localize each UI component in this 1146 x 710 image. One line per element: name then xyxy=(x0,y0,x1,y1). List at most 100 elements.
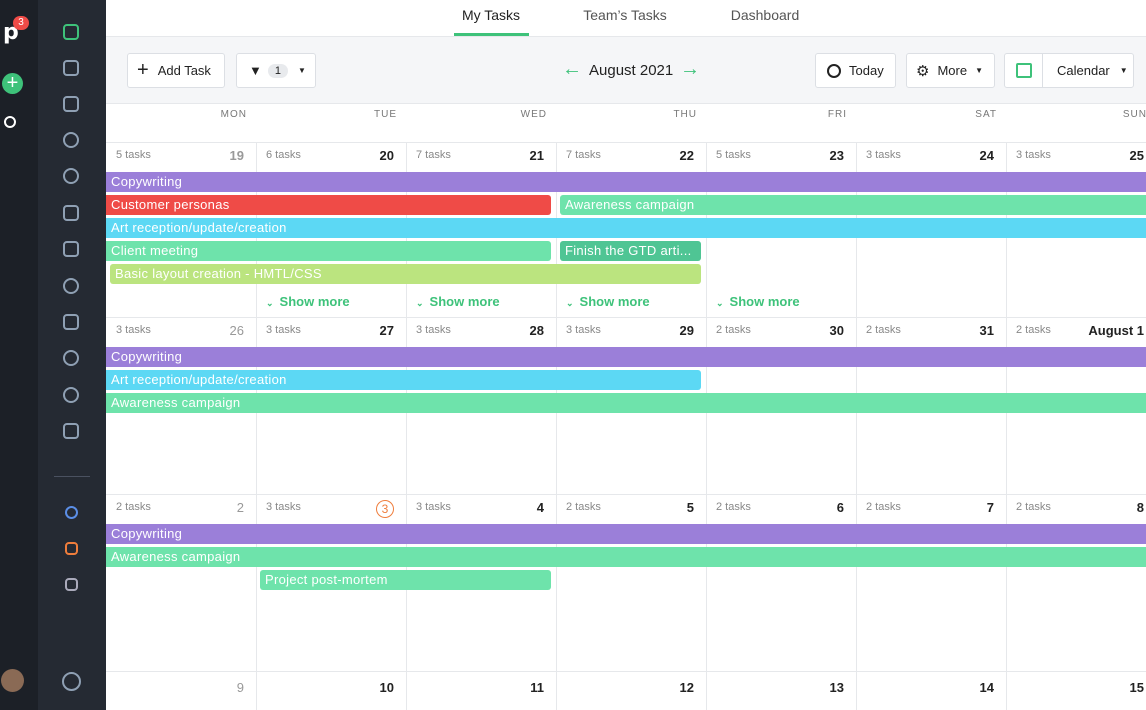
nav-icon[interactable] xyxy=(63,278,79,294)
nav-icon[interactable] xyxy=(63,132,79,148)
nav-icon[interactable] xyxy=(63,241,79,257)
nav-icon[interactable] xyxy=(63,205,79,221)
weekday-label: SAT xyxy=(975,109,997,120)
day-date[interactable]: 28 xyxy=(406,323,544,338)
day-date[interactable]: 9 xyxy=(106,680,244,695)
day-date[interactable]: 20 xyxy=(256,148,394,163)
date-text: 11 xyxy=(530,680,544,695)
task-count: 3 tasks xyxy=(266,501,301,513)
divider xyxy=(54,476,90,477)
task-count: 5 tasks xyxy=(716,149,751,161)
show-more[interactable]: ⌄ Show more xyxy=(716,294,800,309)
day-date[interactable]: August 1 xyxy=(1006,323,1144,338)
today-button[interactable]: Today xyxy=(815,53,896,88)
column-line xyxy=(256,142,257,710)
tab[interactable]: Team’s Tasks xyxy=(583,7,667,23)
task-bar[interactable]: Basic layout creation - HMTL/CSS xyxy=(110,264,701,284)
date-text: 9 xyxy=(236,680,244,695)
weekday-label: MON xyxy=(220,109,247,120)
day-date[interactable]: 29 xyxy=(556,323,694,338)
task-bar[interactable]: Client meeting xyxy=(106,241,551,261)
task-bar[interactable]: Project post-mortem xyxy=(260,570,551,590)
task-bar[interactable]: Copywriting xyxy=(106,347,1146,367)
task-bar[interactable]: Awareness campaign xyxy=(106,393,1146,413)
day-date[interactable]: 10 xyxy=(256,680,394,695)
day-date[interactable]: 11 xyxy=(406,680,544,695)
task-bar[interactable]: Art reception/update/creation xyxy=(106,370,701,390)
day-date[interactable]: 8 xyxy=(1006,500,1144,515)
avatar[interactable] xyxy=(1,669,24,692)
weekday-label: WED xyxy=(520,109,547,120)
nav-icon[interactable] xyxy=(63,60,79,76)
day-date[interactable]: 30 xyxy=(706,323,844,338)
nav-icon[interactable] xyxy=(65,506,78,519)
info-icon[interactable] xyxy=(62,672,81,691)
nav-icon[interactable] xyxy=(63,423,79,439)
show-more-text: Show more xyxy=(429,294,500,309)
add-button[interactable]: + xyxy=(2,73,23,94)
task-count: 3 tasks xyxy=(416,324,451,336)
task-bar[interactable]: Copywriting xyxy=(106,524,1146,544)
tab-underline xyxy=(454,33,529,36)
next-arrow[interactable]: → xyxy=(680,58,700,80)
add-task-button[interactable]: + Add Task xyxy=(127,53,225,88)
nav-icon[interactable] xyxy=(65,578,78,591)
day-date[interactable]: 24 xyxy=(856,148,994,163)
task-bar[interactable]: Awareness campaign xyxy=(106,547,1146,567)
task-count: 3 tasks xyxy=(266,324,301,336)
weekday-label: SUN xyxy=(1122,109,1146,120)
weekday-label: FRI xyxy=(827,109,847,120)
badge: 3 xyxy=(13,16,29,30)
nav-icon[interactable] xyxy=(65,542,78,555)
day-date[interactable]: 27 xyxy=(256,323,394,338)
nav-icon[interactable] xyxy=(63,350,79,366)
day-date[interactable]: 4 xyxy=(406,500,544,515)
more-button[interactable]: ⚙ More ▼ xyxy=(906,53,995,88)
home-icon[interactable] xyxy=(63,24,79,40)
day-date[interactable]: 25 xyxy=(1006,148,1144,163)
prev-arrow[interactable]: ← xyxy=(562,58,582,80)
nav-icon[interactable] xyxy=(63,387,79,403)
label: Today xyxy=(849,63,884,78)
date-text: 2 xyxy=(236,500,244,515)
view-button[interactable]: Calendar ▼ xyxy=(1004,53,1134,88)
task-bar[interactable]: Finish the GTD arti... xyxy=(560,241,701,261)
tab[interactable]: My Tasks xyxy=(461,7,521,23)
day-date[interactable]: 15 xyxy=(1006,680,1144,695)
task-bar[interactable]: Customer personas xyxy=(106,195,551,215)
label: Calendar xyxy=(1057,63,1110,78)
nav-icon[interactable] xyxy=(63,96,79,112)
date-text: 15 xyxy=(1129,680,1144,695)
show-more[interactable]: ⌄ Show more xyxy=(416,294,500,309)
task-bar[interactable]: Art reception/update/creation xyxy=(106,218,1146,238)
day-date[interactable]: 2 xyxy=(106,500,244,515)
week-line xyxy=(106,671,1146,672)
day-date[interactable]: 7 xyxy=(856,500,994,515)
tab[interactable]: Dashboard xyxy=(730,7,800,23)
weekday-label: THU xyxy=(673,109,697,120)
day-date[interactable]: 19 xyxy=(106,148,244,163)
filter-button[interactable]: ▼ 1 ▼ xyxy=(236,53,316,88)
day-date[interactable]: 6 xyxy=(706,500,844,515)
nav-icon[interactable] xyxy=(63,168,79,184)
day-date[interactable]: 14 xyxy=(856,680,994,695)
show-more[interactable]: ⌄ Show more xyxy=(266,294,350,309)
day-date[interactable]: 12 xyxy=(556,680,694,695)
tab-bar xyxy=(106,0,1146,37)
task-bar[interactable]: Copywriting xyxy=(106,172,1146,192)
day-date[interactable]: 5 xyxy=(556,500,694,515)
show-more-text: Show more xyxy=(279,294,350,309)
day-date[interactable]: 21 xyxy=(406,148,544,163)
show-more[interactable]: ⌄ Show more xyxy=(566,294,650,309)
task-bar[interactable]: Awareness campaign xyxy=(560,195,1146,215)
search-icon[interactable] xyxy=(4,116,16,128)
day-date[interactable]: 22 xyxy=(556,148,694,163)
day-date[interactable]: 23 xyxy=(706,148,844,163)
date-text: 7 xyxy=(986,500,994,515)
day-date[interactable]: 13 xyxy=(706,680,844,695)
today-date[interactable]: 3 xyxy=(256,500,394,518)
day-date[interactable]: 26 xyxy=(106,323,244,338)
task-count: 3 tasks xyxy=(416,501,451,513)
day-date[interactable]: 31 xyxy=(856,323,994,338)
nav-icon[interactable] xyxy=(63,314,79,330)
